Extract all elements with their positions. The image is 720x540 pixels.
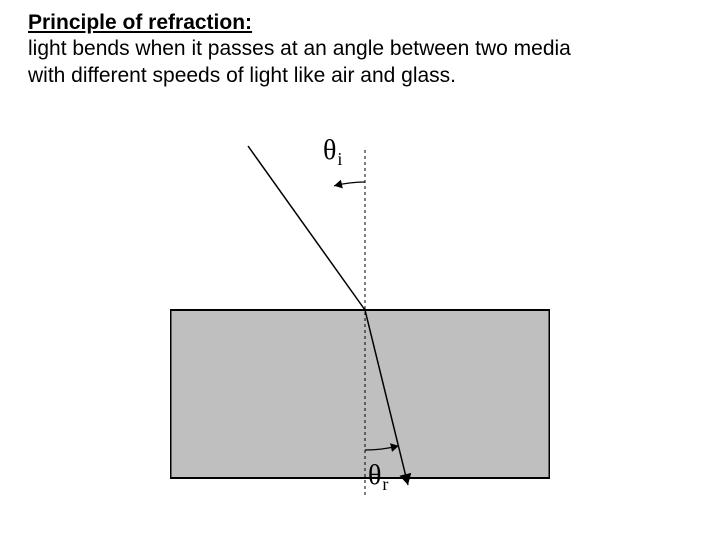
theta-subscript: i (337, 149, 342, 169)
title: Principle of refraction: (28, 11, 252, 34)
theta-symbol: θ (323, 135, 336, 166)
theta-i-label: θi (323, 135, 341, 167)
refraction-diagram: θ i θr (170, 140, 550, 500)
theta-subscript: r (382, 474, 388, 494)
theta-symbol: θ (368, 460, 381, 491)
body-line-1: light bends when it passes at an angle b… (28, 37, 571, 60)
body-line-2: with different speeds of light like air … (28, 64, 456, 87)
diagram-svg (170, 140, 550, 500)
theta-r-label: θr (368, 460, 387, 492)
caption-block: Principle of refraction: light bends whe… (28, 10, 688, 89)
